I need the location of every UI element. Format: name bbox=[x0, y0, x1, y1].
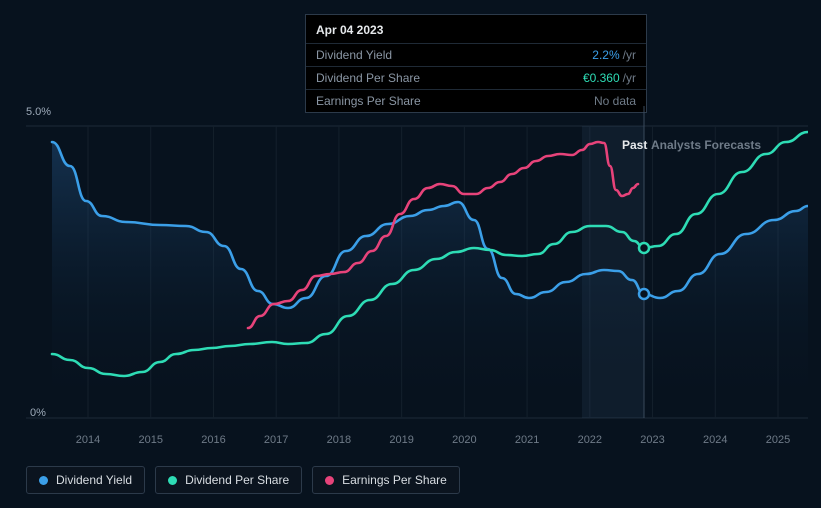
x-tick: 2014 bbox=[76, 434, 100, 446]
legend-item-earnings-per-share[interactable]: Earnings Per Share bbox=[312, 466, 460, 494]
tooltip-row: Dividend Yield 2.2%/yr bbox=[306, 43, 646, 66]
legend-dot-icon bbox=[325, 476, 334, 485]
tooltip-label: Dividend Per Share bbox=[316, 71, 420, 85]
legend-dot-icon bbox=[39, 476, 48, 485]
tooltip-date: Apr 04 2023 bbox=[306, 15, 646, 43]
x-tick: 2021 bbox=[515, 434, 539, 446]
x-tick: 2022 bbox=[578, 434, 602, 446]
x-tick: 2025 bbox=[766, 434, 790, 446]
legend-label: Earnings Per Share bbox=[342, 473, 447, 487]
x-tick: 2019 bbox=[389, 434, 413, 446]
forecast-label: Analysts Forecasts bbox=[651, 138, 761, 152]
legend-item-dividend-yield[interactable]: Dividend Yield bbox=[26, 466, 145, 494]
dividend-chart: Apr 04 2023 Dividend Yield 2.2%/yr Divid… bbox=[0, 0, 821, 508]
x-tick: 2023 bbox=[640, 434, 664, 446]
tooltip-value: 2.2%/yr bbox=[592, 48, 636, 62]
past-label: Past bbox=[622, 138, 647, 152]
x-tick: 2018 bbox=[327, 434, 351, 446]
legend-label: Dividend Yield bbox=[56, 473, 132, 487]
legend-label: Dividend Per Share bbox=[185, 473, 289, 487]
chart-tooltip: Apr 04 2023 Dividend Yield 2.2%/yr Divid… bbox=[305, 14, 647, 113]
tooltip-row: Dividend Per Share €0.360/yr bbox=[306, 66, 646, 89]
chart-svg bbox=[26, 106, 808, 426]
x-tick: 2024 bbox=[703, 434, 727, 446]
legend: Dividend Yield Dividend Per Share Earnin… bbox=[26, 466, 460, 494]
plot-area[interactable]: Past Analysts Forecasts bbox=[26, 106, 808, 426]
legend-item-dividend-per-share[interactable]: Dividend Per Share bbox=[155, 466, 302, 494]
tooltip-value: €0.360/yr bbox=[583, 71, 636, 85]
legend-dot-icon bbox=[168, 476, 177, 485]
x-tick: 2015 bbox=[138, 434, 162, 446]
x-tick: 2017 bbox=[264, 434, 288, 446]
x-tick: 2016 bbox=[201, 434, 225, 446]
x-tick: 2020 bbox=[452, 434, 476, 446]
tooltip-label: Dividend Yield bbox=[316, 48, 392, 62]
